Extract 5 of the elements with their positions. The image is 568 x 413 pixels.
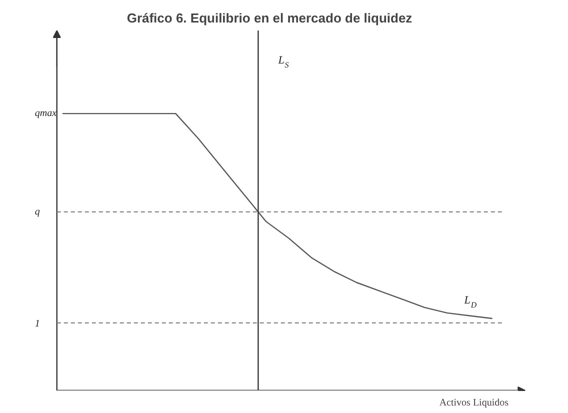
text: 1 — [34, 318, 40, 330]
ref-line-label: q — [34, 206, 40, 218]
x-axis-title: Activos Liquidos — [439, 398, 509, 408]
text: qmax — [34, 108, 58, 120]
chart-title: Gráfico 6. Equilibrio en el mercado de liquidez — [126, 10, 413, 26]
